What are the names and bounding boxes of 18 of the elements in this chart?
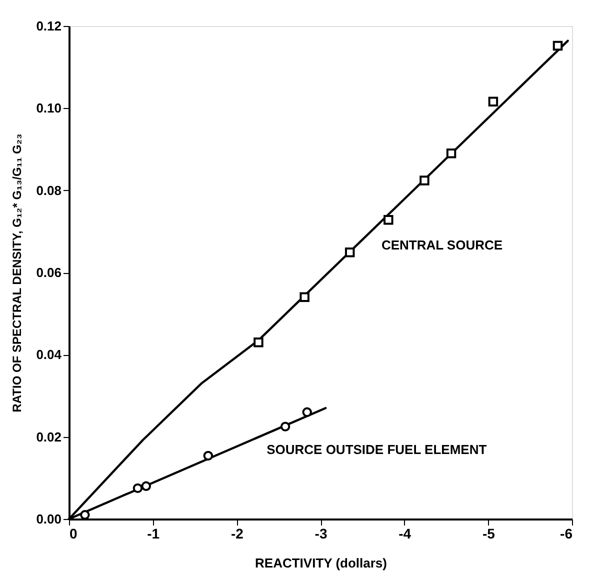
y-tick-label: 0.08 (36, 182, 62, 198)
y-tick-label: 0.12 (36, 18, 62, 34)
y-tick-label: 0.02 (36, 429, 62, 444)
x-tick-label: -1 (147, 526, 160, 542)
y-tick-label: 0.10 (36, 100, 62, 116)
x-tick-label: -6 (560, 526, 573, 542)
annotation: CENTRAL SOURCE (381, 238, 503, 253)
x-tick-label: 0 (70, 526, 78, 542)
x-tick-label: -4 (398, 526, 412, 542)
annotation: SOURCE OUTSIDE FUEL ELEMENT (266, 442, 487, 457)
y-tick-label: 0.06 (36, 265, 62, 280)
x-tick-label: -3 (314, 526, 328, 542)
x-tick-label: -2 (230, 526, 244, 542)
x-axis-title: REACTIVITY (dollars) (255, 556, 387, 570)
y-tick-label: 0.04 (36, 347, 62, 362)
y-tick-label: 0.00 (36, 512, 62, 526)
x-tick-label: -5 (482, 526, 496, 542)
y-axis-title: RATIO OF SPECTRAL DENSITY, G₁₂* G₁₃/G₁₁ G₂₃ (10, 134, 24, 412)
